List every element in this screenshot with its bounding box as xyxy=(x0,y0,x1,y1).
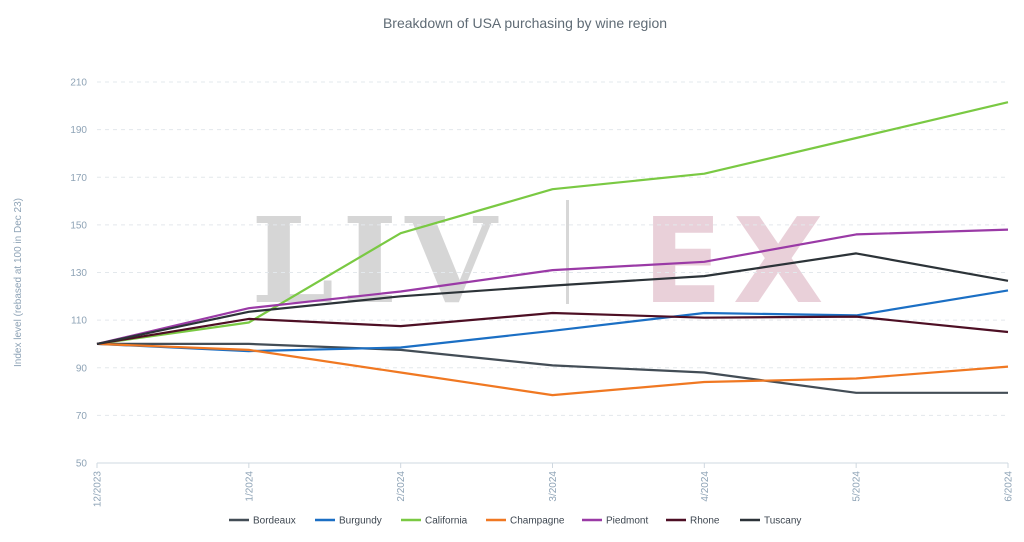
y-tick-label: 90 xyxy=(76,363,88,374)
legend-item-rhone[interactable]: Rhone xyxy=(666,516,720,527)
y-axis-label: Index level (rebased at 100 in Dec 23) xyxy=(13,198,24,367)
legend: Bordeaux Burgundy California Champagne Piedm… xyxy=(229,516,801,527)
legend-item-champagne[interactable]: Champagne xyxy=(486,516,565,527)
legend-label: Champagne xyxy=(510,516,565,527)
legend-label: Tuscany xyxy=(764,516,801,527)
series-line-bordeaux xyxy=(97,342,1008,394)
legend-item-bordeaux[interactable]: Bordeaux xyxy=(229,516,296,527)
legend-label: California xyxy=(425,516,468,527)
y-tick-label: 190 xyxy=(70,125,87,136)
legend-item-piedmont[interactable]: Piedmont xyxy=(582,516,648,527)
x-tick-label: 3/2024 xyxy=(548,471,559,502)
series-line-rhone xyxy=(96,311,1009,345)
legend-label: Rhone xyxy=(690,516,720,527)
x-tick-label: 1/2024 xyxy=(244,471,255,502)
y-tick-label: 70 xyxy=(76,411,88,422)
y-axis-ticks: 50 70 90 110 130 150 170 190 210 xyxy=(70,78,87,470)
y-tick-label: 170 xyxy=(70,173,87,184)
series-line-california xyxy=(96,101,1009,345)
watermark-divider xyxy=(566,200,569,304)
x-tick-label: 4/2024 xyxy=(700,471,711,502)
watermark-liv: LIV xyxy=(251,191,505,330)
legend-label: Piedmont xyxy=(606,516,648,527)
x-tick-label: 5/2024 xyxy=(852,471,863,502)
y-tick-label: 150 xyxy=(70,220,87,231)
watermark-logo: LIV EX xyxy=(251,191,834,330)
watermark-ex: EX xyxy=(642,192,834,330)
y-tick-label: 50 xyxy=(76,459,88,470)
y-tick-label: 110 xyxy=(71,316,87,327)
legend-item-california[interactable]: California xyxy=(401,516,468,527)
series-line-tuscany xyxy=(96,252,1009,345)
legend-label: Burgundy xyxy=(339,516,382,527)
x-tick-label: 12/2023 xyxy=(93,471,104,508)
series-line-piedmont xyxy=(96,228,1009,345)
x-tick-label: 2/2024 xyxy=(396,471,407,502)
legend-item-burgundy[interactable]: Burgundy xyxy=(315,516,382,527)
y-tick-label: 210 xyxy=(70,78,87,89)
x-tick-label: 6/2024 xyxy=(1004,471,1015,502)
series-line-burgundy xyxy=(96,289,1009,353)
legend-label: Bordeaux xyxy=(253,516,296,527)
y-tick-label: 130 xyxy=(70,268,87,279)
chart-title: Breakdown of USA purchasing by wine regi… xyxy=(383,15,667,31)
series-line-champagne xyxy=(96,342,1009,397)
x-axis-ticks: 12/2023 1/2024 2/2024 3/2024 4/2024 5/2024 6/2… xyxy=(93,463,1015,507)
series-lines xyxy=(96,101,1009,397)
legend-item-tuscany[interactable]: Tuscany xyxy=(740,516,801,527)
